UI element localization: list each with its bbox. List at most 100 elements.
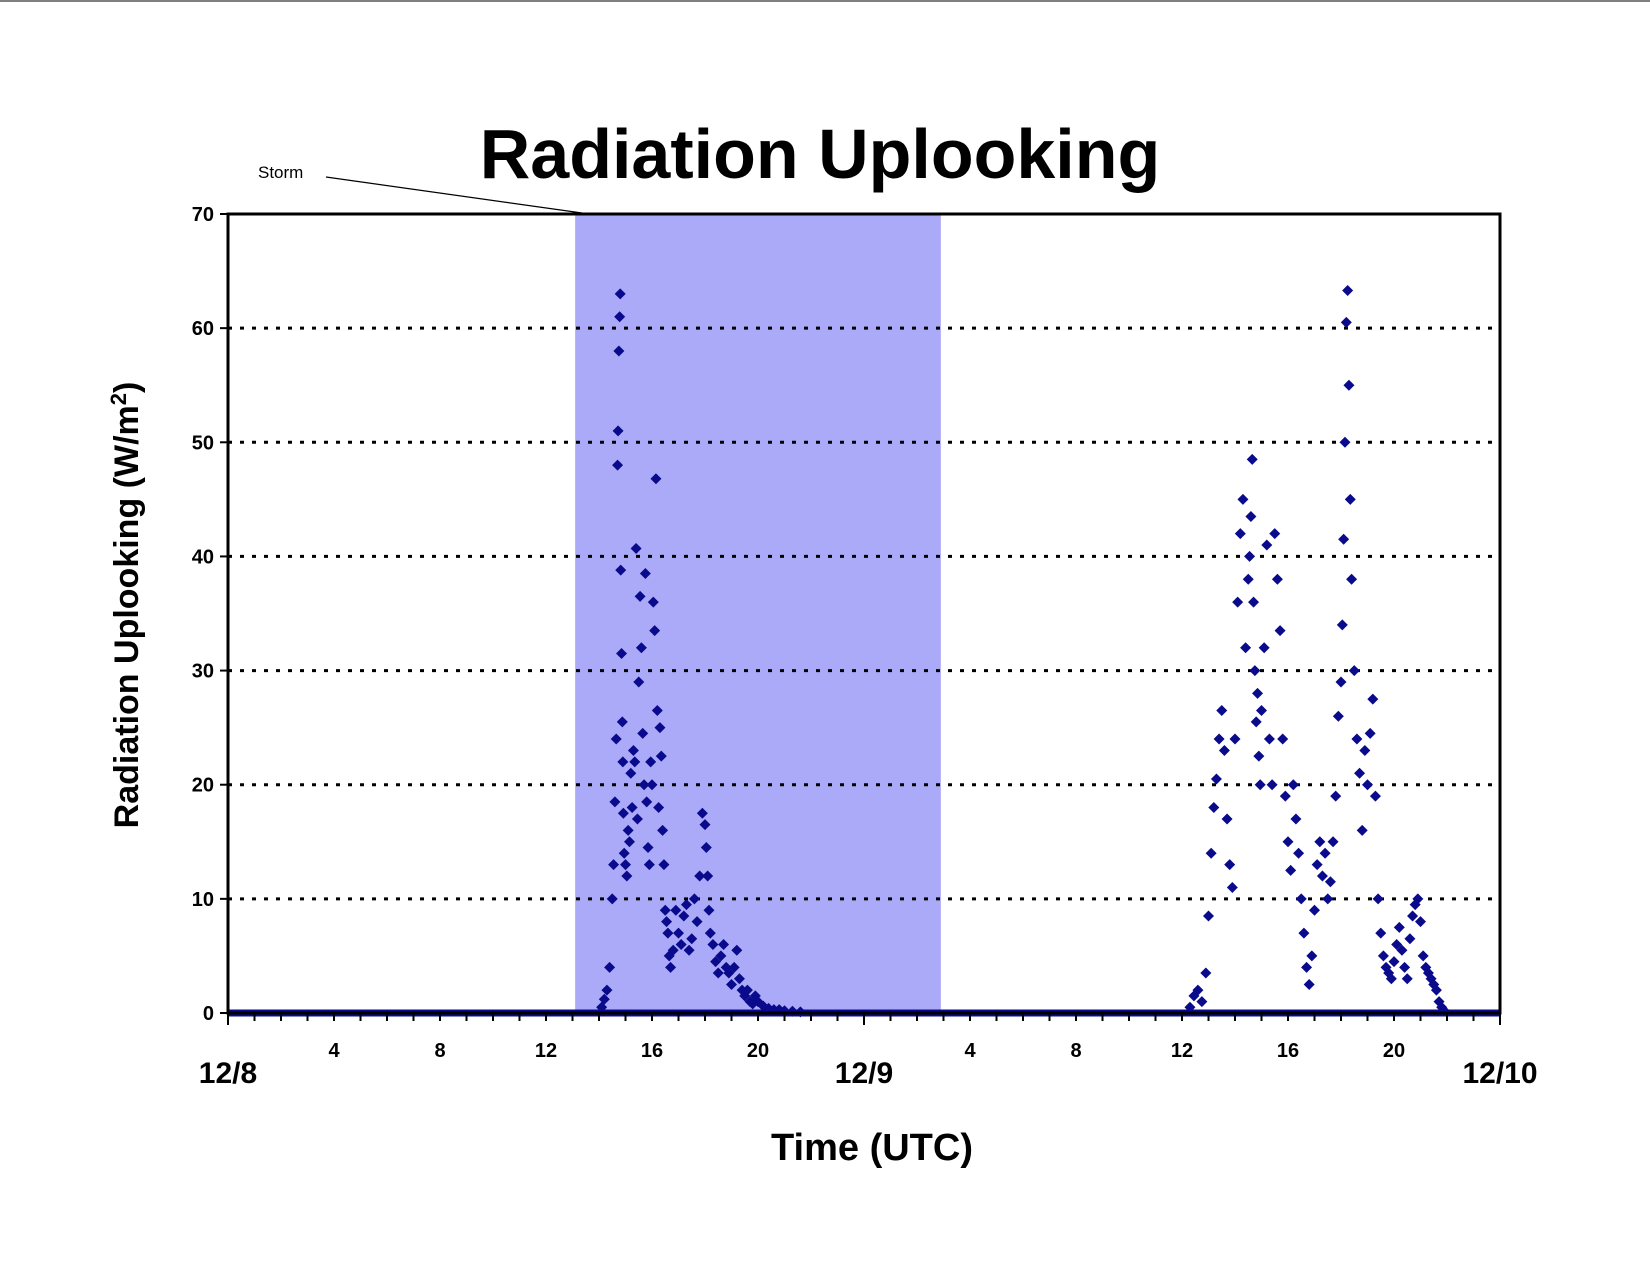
data-point bbox=[723, 967, 735, 979]
data-point bbox=[1332, 710, 1344, 722]
data-point bbox=[1319, 847, 1331, 859]
data-point bbox=[1327, 836, 1339, 848]
data-point bbox=[617, 807, 629, 819]
data-point bbox=[614, 288, 626, 300]
data-point bbox=[1254, 779, 1266, 791]
data-point bbox=[625, 767, 637, 779]
x-tick-label-date: 12/8 bbox=[199, 1057, 257, 1090]
data-point bbox=[733, 973, 745, 985]
data-point bbox=[637, 727, 649, 739]
data-point bbox=[1234, 528, 1246, 540]
data-point bbox=[1303, 978, 1315, 990]
data-point bbox=[1274, 625, 1286, 637]
x-tick-label-hour: 4 bbox=[964, 1040, 976, 1062]
data-point bbox=[621, 870, 633, 882]
data-point bbox=[1298, 927, 1310, 939]
data-point bbox=[638, 779, 650, 791]
data-point bbox=[622, 824, 634, 836]
data-point bbox=[654, 722, 666, 734]
data-point bbox=[659, 904, 671, 916]
data-point bbox=[1196, 996, 1208, 1008]
data-point bbox=[1367, 693, 1379, 705]
data-point bbox=[1252, 687, 1264, 699]
data-point bbox=[741, 984, 753, 996]
data-point bbox=[657, 824, 669, 836]
data-point bbox=[631, 813, 643, 825]
y-axis-label-main: Radiation Uplooking (W/m bbox=[108, 405, 146, 828]
data-point bbox=[1343, 379, 1355, 391]
y-tick-label: 50 bbox=[192, 432, 214, 454]
data-point bbox=[1377, 950, 1389, 962]
data-point bbox=[606, 893, 618, 905]
y-axis-ticks: 0 10 20 30 40 50 60 70 bbox=[192, 204, 228, 1025]
data-point bbox=[1314, 836, 1326, 848]
data-point bbox=[608, 859, 620, 871]
x-tick-label-date: 12/10 bbox=[1462, 1057, 1537, 1090]
data-point bbox=[1203, 910, 1214, 922]
data-point bbox=[615, 564, 627, 576]
data-point bbox=[598, 993, 610, 1005]
data-point bbox=[1253, 750, 1265, 762]
data-point bbox=[651, 705, 663, 717]
grid-lines bbox=[228, 326, 1500, 901]
y-tick-label: 10 bbox=[192, 889, 214, 911]
data-point bbox=[1354, 767, 1366, 779]
data-point bbox=[688, 893, 700, 905]
data-point bbox=[1430, 984, 1442, 996]
data-point bbox=[1279, 790, 1291, 802]
data-point bbox=[1311, 859, 1323, 871]
data-point bbox=[633, 676, 645, 688]
data-point bbox=[1322, 893, 1334, 905]
data-point bbox=[612, 425, 624, 437]
data-point bbox=[1271, 573, 1283, 585]
data-point bbox=[1316, 870, 1328, 882]
data-point bbox=[1404, 933, 1416, 945]
x-axis-label: Time (UTC) bbox=[771, 1127, 973, 1169]
data-point bbox=[1290, 813, 1302, 825]
data-point bbox=[1249, 665, 1261, 677]
data-point bbox=[1339, 436, 1351, 448]
data-point bbox=[639, 568, 651, 580]
data-point bbox=[623, 836, 635, 848]
data-point bbox=[700, 841, 712, 853]
data-point bbox=[1250, 716, 1262, 728]
data-point bbox=[613, 345, 625, 357]
data-point bbox=[1242, 573, 1254, 585]
storm-shaded-region bbox=[575, 214, 941, 1013]
data-point bbox=[667, 944, 679, 956]
data-point bbox=[658, 859, 670, 871]
data-point bbox=[704, 927, 716, 939]
data-point bbox=[1344, 493, 1356, 505]
data-point bbox=[649, 625, 661, 637]
data-point bbox=[718, 939, 730, 951]
data-point bbox=[1210, 773, 1222, 785]
data-point bbox=[1246, 453, 1258, 465]
data-point bbox=[1336, 619, 1348, 631]
data-point bbox=[1401, 973, 1413, 985]
data-point bbox=[634, 590, 646, 602]
data-point bbox=[616, 716, 628, 728]
data-point bbox=[1205, 847, 1217, 859]
data-point bbox=[643, 859, 655, 871]
y-tick-label: 70 bbox=[192, 204, 214, 226]
data-point bbox=[1330, 790, 1342, 802]
data-point bbox=[1221, 813, 1233, 825]
data-point bbox=[683, 944, 695, 956]
data-point bbox=[1415, 916, 1426, 928]
data-point bbox=[1340, 316, 1352, 328]
data-point bbox=[601, 984, 613, 996]
data-point bbox=[614, 311, 626, 323]
data-point bbox=[1240, 642, 1252, 654]
data-point bbox=[686, 933, 698, 945]
data-point bbox=[1184, 1001, 1196, 1013]
data-point bbox=[1258, 642, 1270, 654]
data-point bbox=[661, 916, 673, 928]
data-point bbox=[1351, 733, 1363, 745]
data-point bbox=[694, 870, 706, 882]
data-point bbox=[630, 542, 642, 554]
x-tick-label-hour: 16 bbox=[1277, 1040, 1299, 1062]
data-point bbox=[618, 847, 630, 859]
data-point bbox=[617, 756, 629, 768]
data-point bbox=[627, 744, 639, 756]
